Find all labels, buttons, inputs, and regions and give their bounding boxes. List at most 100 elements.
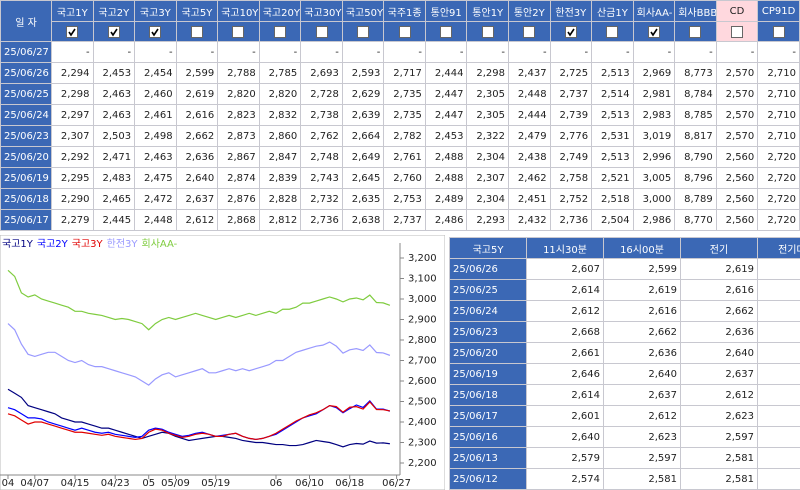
column-header: 일 자 bbox=[0, 0, 52, 42]
cell: 2,636 bbox=[680, 321, 758, 343]
column-header: 국고2Y bbox=[92, 0, 136, 22]
cell: 2,579 bbox=[526, 447, 604, 469]
cell: 2,614 bbox=[526, 279, 604, 301]
cell: -0,004 bbox=[757, 342, 800, 364]
checkbox[interactable] bbox=[315, 25, 328, 38]
cell: 2,748 bbox=[300, 146, 343, 168]
cell: 0,003 bbox=[757, 279, 800, 301]
cell: 2,307 bbox=[51, 125, 94, 147]
checkbox-cell bbox=[258, 21, 302, 42]
checkbox[interactable] bbox=[190, 25, 203, 38]
checkbox[interactable] bbox=[481, 25, 494, 38]
cell: 2,668 bbox=[526, 321, 604, 343]
data-row: 25/06/24 2,297 2,463 2,461 2,616 2,823 2,832 2,… bbox=[0, 104, 800, 126]
cell: 2,868 bbox=[217, 209, 260, 231]
cell: 8,784 bbox=[674, 83, 717, 105]
cell: 2,574 bbox=[526, 468, 604, 490]
checkbox[interactable] bbox=[66, 25, 79, 38]
checkbox[interactable] bbox=[232, 25, 245, 38]
cell: 2,560 bbox=[715, 167, 759, 189]
cell: 2,662 bbox=[603, 321, 681, 343]
cell: - bbox=[424, 41, 468, 63]
cell: - bbox=[715, 41, 759, 63]
legend-entry: 회사AA- bbox=[142, 238, 178, 250]
cell: 2,597 bbox=[680, 426, 758, 448]
cell: 2,736 bbox=[300, 209, 343, 231]
cell: 2,581 bbox=[680, 447, 758, 469]
cell: 2,305 bbox=[466, 83, 510, 105]
date-cell: 25/06/24 bbox=[0, 104, 52, 126]
series-line bbox=[7, 323, 391, 386]
cell: 2,720 bbox=[757, 167, 800, 189]
checkbox[interactable] bbox=[149, 25, 162, 38]
cell: 2,304 bbox=[466, 146, 510, 168]
checkbox[interactable] bbox=[440, 25, 453, 38]
cell: 2,437 bbox=[508, 62, 551, 84]
cell: -0,046 bbox=[757, 300, 800, 322]
checkbox-cell bbox=[674, 21, 717, 42]
cell: 2,521 bbox=[591, 167, 634, 189]
cell: 2,629 bbox=[341, 83, 385, 105]
cell: 2,432 bbox=[508, 209, 551, 231]
checkbox[interactable] bbox=[564, 25, 577, 38]
cell: 2,725 bbox=[549, 62, 593, 84]
column-header: 국고50Y bbox=[341, 0, 385, 22]
y-tick-label: 3,100 bbox=[408, 274, 437, 285]
cell: 2,612 bbox=[680, 384, 758, 406]
cell: 3,005 bbox=[632, 167, 676, 189]
cell: 2,661 bbox=[526, 342, 604, 364]
cell: 2,839 bbox=[258, 167, 302, 189]
date-cell: 25/06/26 bbox=[0, 62, 52, 84]
x-tick-label: 04/23 bbox=[101, 478, 130, 489]
cell: 2,597 bbox=[603, 447, 681, 469]
cell: 2,981 bbox=[632, 83, 676, 105]
cell: 2,279 bbox=[51, 209, 94, 231]
checkbox[interactable] bbox=[772, 25, 785, 38]
checkbox[interactable] bbox=[606, 25, 619, 38]
cell: 2,462 bbox=[508, 167, 551, 189]
column-header: 국고1Y bbox=[51, 0, 94, 22]
cell: 2,447 bbox=[424, 83, 468, 105]
cell: 2,728 bbox=[300, 83, 343, 105]
checkbox[interactable] bbox=[274, 25, 286, 38]
date-cell: 25/06/23 bbox=[449, 321, 527, 343]
cell: 2,448 bbox=[508, 83, 551, 105]
cell: - bbox=[466, 41, 510, 63]
cell: 2,662 bbox=[680, 300, 758, 322]
cell: 2,513 bbox=[591, 104, 634, 126]
series-line bbox=[7, 388, 390, 448]
cell: 2,483 bbox=[92, 167, 136, 189]
x-tick-label: 06 bbox=[270, 478, 283, 489]
y-tick-label: 2,400 bbox=[408, 417, 437, 428]
cell: 2,732 bbox=[300, 188, 343, 210]
cell: 2,860 bbox=[258, 125, 302, 147]
checkbox[interactable] bbox=[107, 25, 120, 38]
cell: - bbox=[134, 41, 177, 63]
checkbox[interactable] bbox=[357, 25, 370, 38]
legend-entry: 국고3Y bbox=[72, 238, 104, 250]
checkbox[interactable] bbox=[689, 25, 702, 38]
checkbox[interactable] bbox=[398, 25, 411, 38]
y-tick-label: 2,500 bbox=[408, 397, 437, 408]
checkbox[interactable] bbox=[647, 25, 660, 38]
cell: 2,738 bbox=[300, 104, 343, 126]
cell: 2,752 bbox=[549, 188, 593, 210]
checkbox[interactable] bbox=[523, 25, 536, 38]
cell: 2,305 bbox=[466, 104, 510, 126]
date-cell: 25/06/18 bbox=[0, 188, 52, 210]
cell: 2,616 bbox=[603, 300, 681, 322]
cell: -0,011 bbox=[757, 405, 800, 427]
data-row: 25/06/18 2,290 2,465 2,472 2,637 2,876 2,828 2,… bbox=[0, 188, 800, 210]
cell: 2,710 bbox=[757, 83, 800, 105]
column-header: 산금1Y bbox=[591, 0, 634, 22]
cell: 2,619 bbox=[680, 258, 758, 280]
cell: - bbox=[757, 41, 800, 63]
cell: 2,717 bbox=[383, 62, 426, 84]
checkbox[interactable] bbox=[731, 25, 744, 38]
cell: -0,020 bbox=[757, 258, 800, 280]
cell: 2,832 bbox=[258, 104, 302, 126]
checkbox-cell bbox=[715, 21, 759, 42]
side-table: 국고5Y11시30분16시00분전기전기대비25/06/262,6072,599… bbox=[449, 237, 800, 490]
